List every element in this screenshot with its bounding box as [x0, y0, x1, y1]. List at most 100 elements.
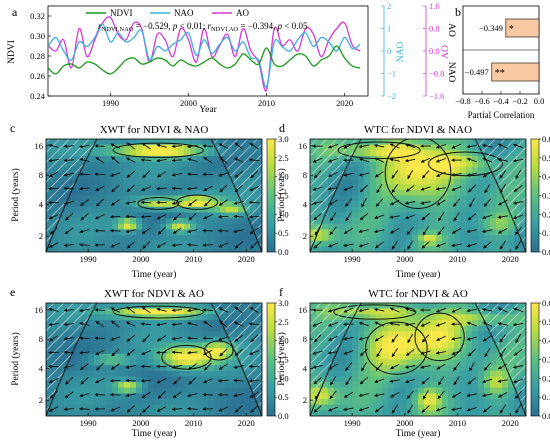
heatmap-cell	[136, 354, 142, 360]
heatmap-cell	[454, 246, 460, 252]
heatmap-cell	[484, 388, 490, 394]
heatmap-cell	[442, 382, 448, 388]
heatmap-cell	[346, 241, 352, 247]
heatmap-cell	[406, 382, 412, 388]
heatmap-cell	[172, 309, 178, 315]
heatmap-cell	[52, 410, 58, 416]
heatmap-cell	[358, 309, 364, 315]
heatmap-cell	[100, 388, 106, 394]
heatmap-cell	[118, 229, 124, 235]
heatmap-cell	[214, 162, 220, 168]
time-tick-label: 2020	[502, 254, 519, 264]
heatmap-cell	[76, 246, 82, 252]
heatmap-cell	[106, 410, 112, 416]
phase-arrow	[141, 366, 151, 367]
heatmap-cell	[430, 343, 436, 349]
heatmap-cell	[358, 337, 364, 343]
heatmap-cell	[358, 326, 364, 332]
heatmap-cell	[352, 382, 358, 388]
heatmap-cell	[154, 139, 160, 145]
heatmap-cell	[148, 337, 154, 343]
heatmap-cell	[106, 382, 112, 388]
heatmap-cell	[328, 382, 334, 388]
heatmap-cell	[154, 229, 160, 235]
heatmap-cell	[88, 201, 94, 207]
heatmap-cell	[88, 207, 94, 213]
heatmap-cell	[412, 388, 418, 394]
heatmap-cell	[94, 410, 100, 416]
heatmap-cell	[220, 224, 226, 230]
heatmap-cell	[148, 173, 154, 179]
heatmap-cell	[166, 410, 172, 416]
heatmap-cell	[490, 246, 496, 252]
heatmap-cell	[208, 241, 214, 247]
heatmap-cell	[430, 337, 436, 343]
heatmap-cell	[124, 179, 130, 185]
heatmap-cell	[118, 376, 124, 382]
heatmap-cell	[100, 139, 106, 145]
heatmap-cell	[382, 201, 388, 207]
heatmap-cell	[412, 246, 418, 252]
heatmap-cell	[430, 326, 436, 332]
heatmap-cell	[112, 139, 118, 145]
heatmap-cell	[382, 326, 388, 332]
heatmap-cell	[214, 354, 220, 360]
heatmap-cell	[130, 150, 136, 156]
heatmap-cell	[478, 156, 484, 162]
heatmap-cell	[166, 190, 172, 196]
heatmap-cell	[82, 190, 88, 196]
heatmap-cell	[154, 246, 160, 252]
heatmap-cell	[190, 331, 196, 337]
heatmap-cell	[214, 331, 220, 337]
heatmap-cell	[388, 241, 394, 247]
heatmap-cell	[388, 224, 394, 230]
colorbar-tick-label: 2.5	[278, 317, 289, 327]
heatmap-cell	[430, 184, 436, 190]
time-tick-label: 2010	[185, 418, 202, 428]
heatmap-cell	[154, 326, 160, 332]
heatmap-cell	[202, 139, 208, 145]
heatmap-cell	[460, 314, 466, 320]
heatmap-cell	[232, 382, 238, 388]
heatmap-cell	[322, 399, 328, 405]
heatmap-cell	[106, 314, 112, 320]
heatmap-cell	[406, 218, 412, 224]
heatmap-cell	[136, 337, 142, 343]
heatmap-cell	[502, 246, 508, 252]
panel-e-xlabel: Time (year)	[132, 428, 177, 439]
heatmap-cell	[136, 241, 142, 247]
heatmap-cell	[328, 246, 334, 252]
heatmap-cell	[454, 162, 460, 168]
heatmap-cell	[76, 399, 82, 405]
heatmap-cell	[436, 382, 442, 388]
colorbar-tick-label: 0.0	[278, 247, 289, 257]
significance-marker: **	[495, 68, 505, 79]
heatmap-cell	[88, 331, 94, 337]
phase-arrow	[203, 409, 213, 410]
heatmap-cell	[202, 246, 208, 252]
heatmap-cell	[148, 190, 154, 196]
heatmap-cell	[70, 196, 76, 202]
heatmap-cell	[430, 207, 436, 213]
heatmap-cell	[100, 145, 106, 151]
heatmap-cell	[376, 331, 382, 337]
heatmap-cell	[472, 224, 478, 230]
heatmap-cell	[400, 331, 406, 337]
panel-d-ylabel: Period (years)	[276, 168, 287, 222]
heatmap-cell	[118, 212, 124, 218]
period-tick-label: 8	[39, 170, 43, 180]
heatmap-cell	[100, 229, 106, 235]
heatmap-cell	[184, 167, 190, 173]
heatmap-cell	[226, 382, 232, 388]
heatmap-cell	[94, 343, 100, 349]
heatmap-cell	[244, 388, 250, 394]
heatmap-cell	[148, 218, 154, 224]
heatmap-cell	[442, 348, 448, 354]
heatmap-cell	[400, 303, 406, 309]
heatmap-cell	[460, 207, 466, 213]
heatmap-cell	[196, 326, 202, 332]
heatmap-cell	[88, 179, 94, 185]
heatmap-cell	[82, 331, 88, 337]
heatmap-cell	[136, 162, 142, 168]
